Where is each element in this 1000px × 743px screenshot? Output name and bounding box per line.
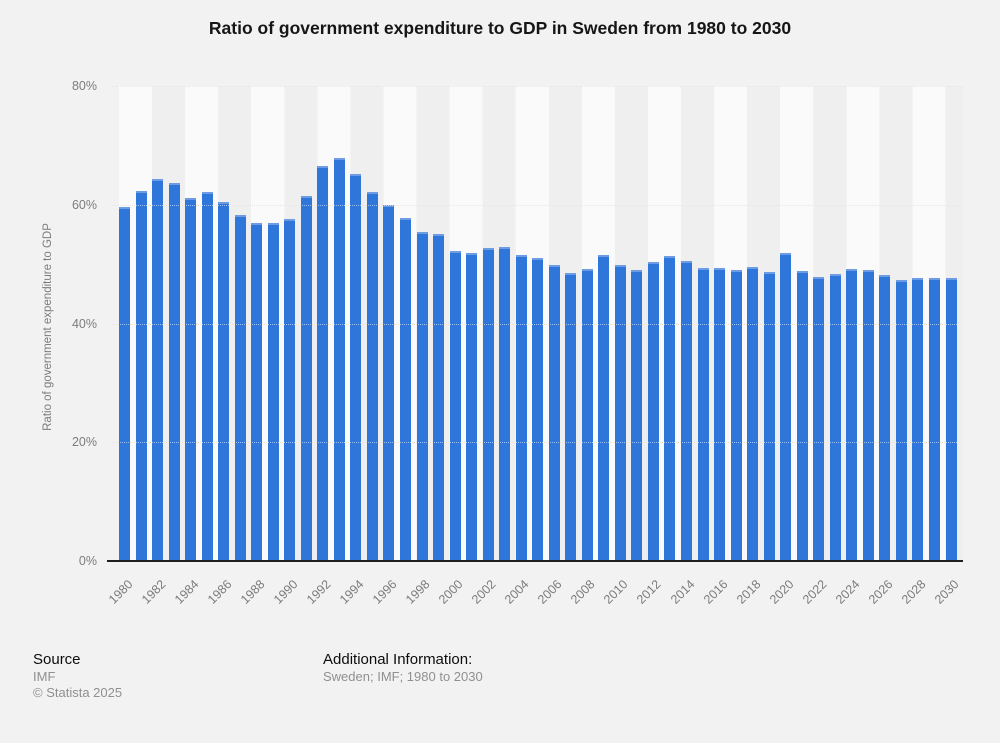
bar[interactable] [879, 274, 891, 561]
bar[interactable] [548, 264, 560, 561]
bar[interactable] [730, 269, 742, 561]
bar[interactable] [284, 219, 296, 561]
bar[interactable] [416, 231, 428, 561]
bar[interactable] [482, 248, 494, 561]
x-axis-line [107, 560, 963, 562]
bar[interactable] [251, 223, 263, 561]
source-label: Source [33, 651, 81, 668]
bar[interactable] [532, 257, 544, 561]
bar[interactable] [234, 214, 246, 561]
bar[interactable] [614, 265, 626, 561]
bar[interactable] [862, 269, 874, 561]
bar[interactable] [945, 278, 957, 561]
bar[interactable] [581, 268, 593, 561]
bars-layer [110, 86, 963, 561]
bar[interactable] [631, 269, 643, 561]
additional-info-label: Additional Information: [323, 651, 473, 668]
additional-info-block: Additional Information: Sweden; IMF; 198… [323, 650, 483, 685]
bar[interactable] [928, 278, 940, 561]
bar[interactable] [846, 268, 858, 561]
bar[interactable] [317, 165, 329, 561]
y-axis-tick-label: 60% [71, 197, 97, 212]
y-axis-tick-label: 0% [78, 554, 97, 568]
bar[interactable] [895, 280, 907, 561]
grid-line-overlay [110, 442, 963, 444]
bar[interactable] [267, 223, 279, 561]
bar[interactable] [119, 207, 130, 561]
bar[interactable] [598, 254, 610, 561]
y-axis-tick-label: 40% [71, 316, 97, 331]
bar[interactable] [201, 191, 213, 561]
bar[interactable] [300, 195, 312, 561]
bar[interactable] [218, 201, 230, 561]
bar[interactable] [912, 278, 924, 561]
bar[interactable] [449, 251, 461, 561]
bar[interactable] [697, 268, 709, 561]
bar[interactable] [135, 191, 147, 561]
bar[interactable] [433, 233, 445, 561]
bar[interactable] [780, 252, 792, 561]
bar[interactable] [515, 254, 527, 561]
additional-info-value: Sweden; IMF; 1980 to 2030 [323, 669, 483, 684]
bar[interactable] [763, 271, 775, 561]
grid-line-overlay [110, 86, 963, 87]
bar[interactable] [829, 274, 841, 561]
bar[interactable] [796, 270, 808, 561]
bar[interactable] [400, 217, 411, 561]
source-value: IMF [33, 669, 56, 684]
grid-line-overlay [110, 204, 963, 206]
plot-area: 0% 20% 40% 60% 80% 1980 1982 1984 1986 1988 1990 1… [72, 79, 963, 607]
bar[interactable] [366, 192, 378, 561]
copyright: © Statista 2025 [33, 684, 123, 700]
bar[interactable] [383, 204, 395, 561]
bar[interactable] [714, 267, 726, 561]
bar[interactable] [813, 277, 825, 561]
grid-line-overlay [110, 323, 963, 325]
source-block: Source IMF © Statista 2025 [33, 650, 122, 700]
bar[interactable] [152, 179, 164, 561]
bar[interactable] [681, 260, 693, 561]
y-axis-tick-label: 20% [71, 435, 97, 450]
bar[interactable] [565, 273, 577, 561]
bar[interactable] [466, 253, 478, 561]
bar[interactable] [647, 262, 659, 561]
y-axis-tick-label: 80% [71, 79, 97, 93]
bar[interactable] [350, 173, 362, 561]
bar[interactable] [168, 182, 180, 561]
bar[interactable] [333, 157, 345, 561]
bar[interactable] [185, 197, 197, 561]
bar[interactable] [664, 256, 676, 561]
bar[interactable] [499, 246, 511, 561]
bar[interactable] [747, 266, 759, 561]
chart-title: Ratio of government expenditure to GDP i… [208, 18, 792, 38]
